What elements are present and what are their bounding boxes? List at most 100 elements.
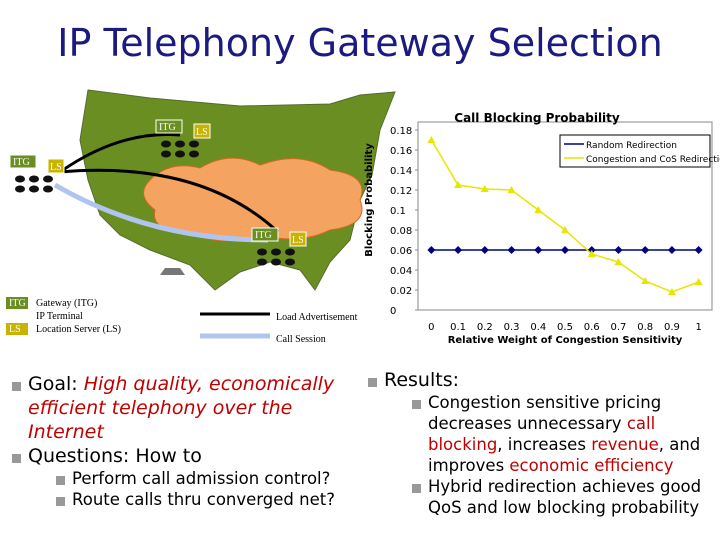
terminal <box>161 140 171 148</box>
terminal <box>285 258 295 266</box>
data-point <box>534 246 543 254</box>
terminal <box>257 248 267 256</box>
slide-title: IP Telephony Gateway Selection <box>57 21 662 65</box>
data-point <box>614 258 623 265</box>
text-run: Route calls thru converged net? <box>72 490 335 509</box>
text-run: call blocking <box>428 414 656 454</box>
text-run: economic efficiency <box>509 456 674 475</box>
arrow-legend-text: Load Advertisement <box>276 312 358 323</box>
data-point <box>667 288 676 295</box>
text-run: , and improves <box>428 435 701 475</box>
sub-bullet: Perform call admission control? <box>54 468 340 489</box>
ls-label: LS <box>50 162 62 173</box>
terminal <box>15 185 25 193</box>
x-axis-label: Relative Weight of Congestion Sensitivit… <box>448 335 683 346</box>
terminal <box>43 185 53 193</box>
text-run: Goal: <box>28 373 84 395</box>
x-tick-label: 0.6 <box>584 322 600 333</box>
terminal <box>29 175 39 183</box>
data-point <box>480 246 489 254</box>
x-tick-label: 0.7 <box>611 322 627 333</box>
data-point <box>454 246 463 254</box>
x-tick-label: 0 <box>428 322 434 333</box>
text-run: revenue <box>591 435 659 454</box>
load-arrow <box>59 168 280 234</box>
legend-box <box>559 134 711 168</box>
text-run: Results: <box>384 369 460 391</box>
data-point <box>694 278 703 285</box>
terminal <box>175 140 185 148</box>
x-tick-label: 0.2 <box>477 322 493 333</box>
itg-box <box>251 227 279 242</box>
legend-symbol: LS <box>9 324 21 335</box>
ls-label: LS <box>196 127 208 138</box>
ip-terminal-icon <box>160 268 185 275</box>
text-run: Congestion sensitive pricing decreases u… <box>428 393 662 433</box>
text-run: Questions: How to <box>28 445 202 467</box>
data-point <box>480 185 489 192</box>
legend-label: Random Redirection <box>586 141 677 151</box>
load-arrow <box>59 132 181 174</box>
sub-bullet: Congestion sensitive pricing decreases u… <box>410 392 716 476</box>
right-bullets: Results: Congestion sensitive pricing dec… <box>366 368 716 518</box>
itg-label: ITG <box>13 157 30 168</box>
y-tick-label: 0.04 <box>390 266 412 277</box>
data-point <box>641 277 650 284</box>
x-tick-label: 0.3 <box>504 322 520 333</box>
text-run: High quality, economically efficient tel… <box>28 373 335 443</box>
text-run: Hybrid redirection achieves good QoS and… <box>428 477 702 517</box>
text-run: Perform call admission control? <box>72 469 331 488</box>
bullet: Goal: High quality, economically efficie… <box>10 372 340 444</box>
ls-label: LS <box>292 235 304 246</box>
y-axis-label: Blocking Probability <box>364 143 375 257</box>
data-point <box>614 246 623 254</box>
left-bullets: Goal: High quality, economically efficie… <box>10 372 340 510</box>
terminal <box>257 258 267 266</box>
y-tick-label: 0.08 <box>390 226 412 237</box>
data-point <box>454 181 463 188</box>
data-point <box>561 246 569 254</box>
data-point <box>561 226 569 233</box>
map <box>53 89 396 339</box>
ls-box <box>193 123 211 139</box>
x-tick-label: 0.8 <box>637 322 653 333</box>
terminal <box>15 175 25 183</box>
legend-symbol: ITG <box>9 298 26 309</box>
legend-symbol-box <box>6 323 28 335</box>
chart-title: Call Blocking Probability <box>454 111 620 125</box>
legend-label: Congestion and CoS Redirection <box>586 155 720 165</box>
x-tick-label: 1 <box>695 322 701 333</box>
sub-bullet: Route calls thru converged net? <box>54 489 340 510</box>
terminal <box>285 248 295 256</box>
data-point <box>641 246 650 254</box>
x-tick-label: 0.5 <box>557 322 573 333</box>
arrow-legend-text: Call Session <box>276 334 326 345</box>
terminal <box>271 258 281 266</box>
call-arrow <box>53 182 269 243</box>
y-tick-label: 0.02 <box>390 286 412 297</box>
y-tick-label: 0.06 <box>390 246 412 257</box>
y-tick-label: 0.14 <box>390 166 412 177</box>
data-point <box>534 206 543 213</box>
x-tick-label: 0.4 <box>530 322 546 333</box>
itg-label: ITG <box>159 122 176 133</box>
text-run: , increases <box>497 435 592 454</box>
data-point <box>694 246 703 254</box>
legend-text: Location Server (LS) <box>36 324 121 335</box>
data-point <box>507 186 516 193</box>
data-point <box>667 246 676 254</box>
plot-frame <box>417 121 713 311</box>
data-point <box>427 136 436 143</box>
terminal <box>189 140 199 148</box>
ls-box <box>289 231 307 247</box>
y-tick-label: 0.16 <box>390 146 412 157</box>
terminal <box>271 248 281 256</box>
terminal <box>175 150 185 158</box>
y-tick-label: 0 <box>390 306 396 317</box>
data-point <box>507 246 516 254</box>
bullet: Questions: How to <box>10 444 340 468</box>
legend-text: Gateway (ITG) <box>36 298 97 309</box>
terminal <box>43 175 53 183</box>
